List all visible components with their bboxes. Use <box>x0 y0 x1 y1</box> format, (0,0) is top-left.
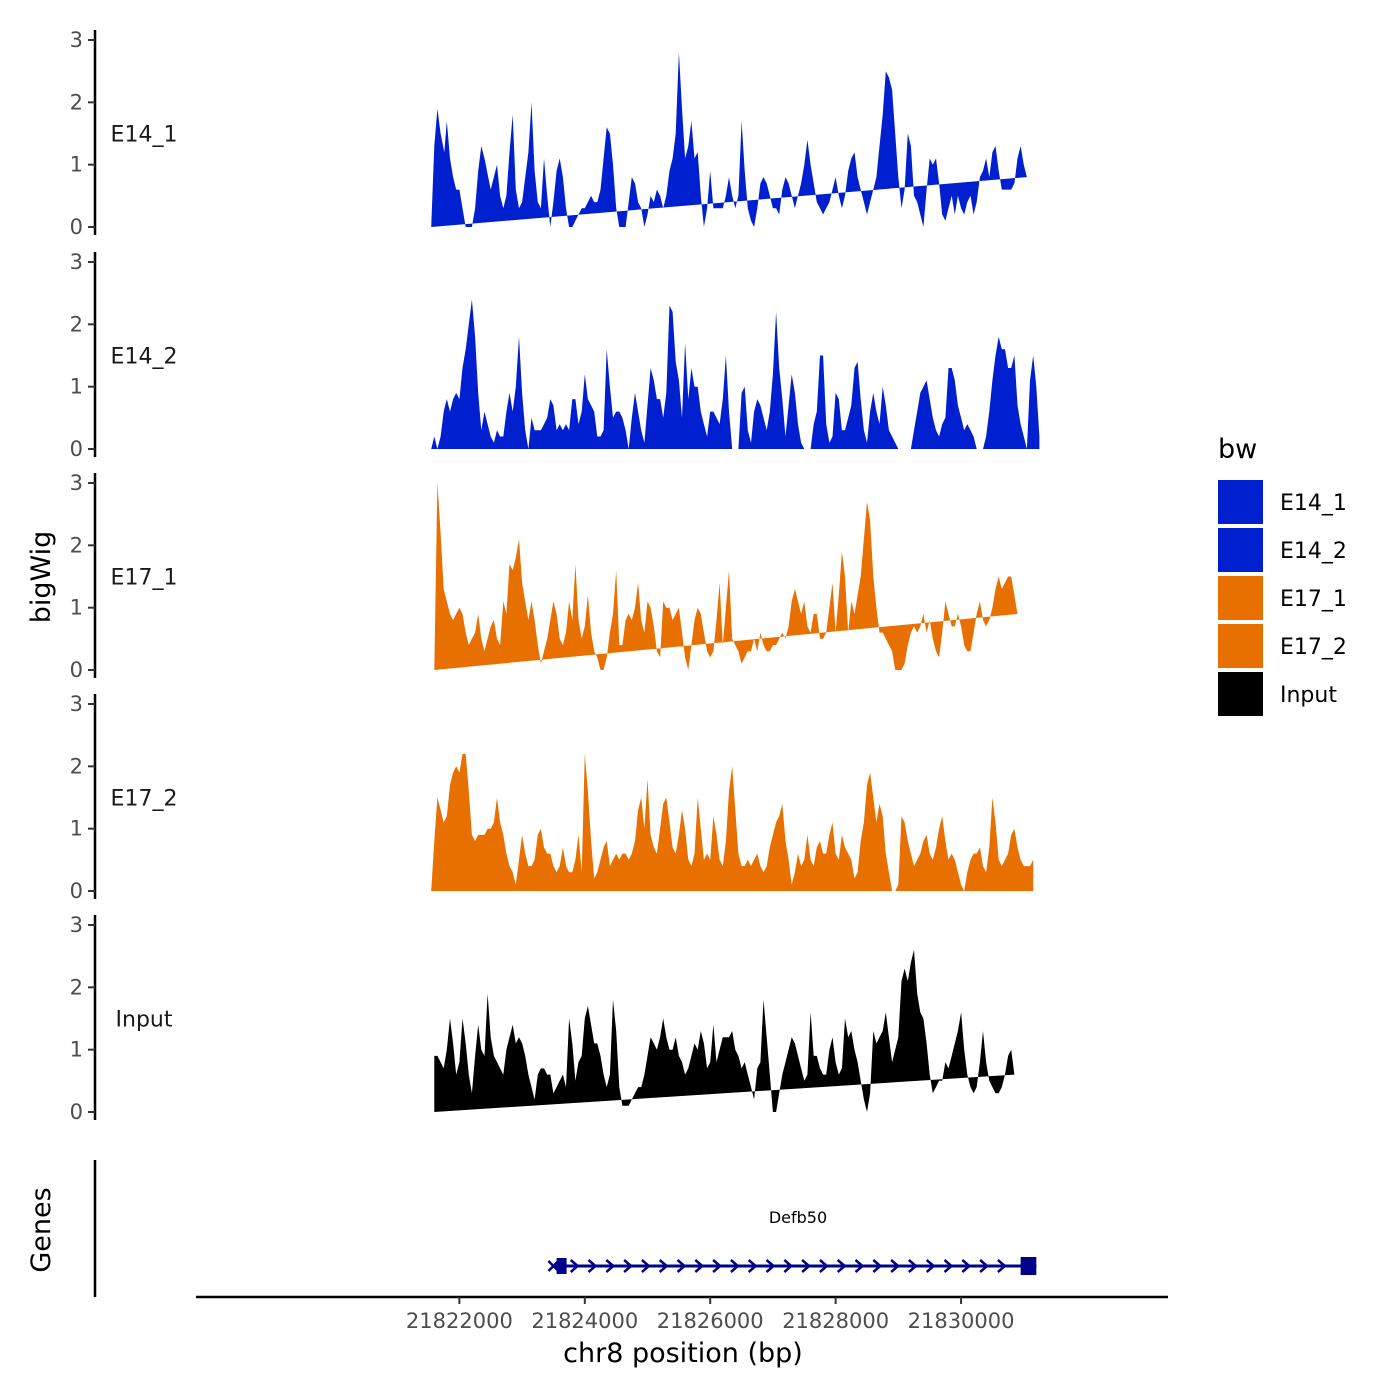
track-e14-2: 0 1 2 3 E14_2 <box>70 250 1040 461</box>
gene-exon <box>556 1258 567 1274</box>
legend-swatch-e17-1 <box>1218 576 1263 620</box>
y-tick-label: 0 <box>70 437 83 461</box>
y-tick-label: 3 <box>70 692 83 716</box>
legend-swatch-e14-1 <box>1218 480 1263 524</box>
x-axis: 21822000 21824000 21826000 21828000 21830000 <box>196 1295 1168 1333</box>
y-tick-label: 2 <box>70 533 83 557</box>
y-tick-label: 0 <box>70 215 83 239</box>
legend-label: E17_2 <box>1280 635 1347 660</box>
strand-arrow <box>943 1259 954 1273</box>
legend-title: bw <box>1218 434 1257 465</box>
strand-arrow <box>747 1259 758 1273</box>
legend-label: Input <box>1280 683 1337 708</box>
y-tick-label: 3 <box>70 250 83 274</box>
track-e14-1: 0 1 2 3 E14_1 <box>70 28 1027 239</box>
track-label: Input <box>116 1008 173 1033</box>
strand-arrow <box>872 1259 883 1273</box>
y-tick-label: 2 <box>70 312 83 336</box>
x-tick-label: 21828000 <box>782 1309 889 1333</box>
track-label: E17_1 <box>111 566 178 591</box>
strand-arrow <box>765 1259 776 1273</box>
y-tick-label: 0 <box>70 1100 83 1124</box>
strand-arrow <box>712 1259 723 1273</box>
strand-arrow <box>587 1259 598 1273</box>
track-input: 0 1 2 3 Input <box>70 913 1015 1124</box>
strand-arrow <box>890 1259 901 1273</box>
y-tick-label: 3 <box>70 28 83 52</box>
x-axis-title: chr8 position (bp) <box>563 1338 803 1369</box>
legend-swatch-e17-2 <box>1218 624 1263 668</box>
coverage-area-input <box>434 949 1015 1112</box>
strand-arrow <box>676 1259 687 1273</box>
strand-arrow <box>925 1259 936 1273</box>
strand-arrow <box>979 1259 990 1273</box>
strand-arrow <box>836 1259 847 1273</box>
x-tick-label: 21830000 <box>908 1309 1015 1333</box>
legend: bw E14_1 E14_2 E17_1 E17_2 Input <box>1218 434 1347 716</box>
coverage-area-e14-1 <box>431 52 1027 227</box>
gene-track: Defb50 <box>93 1160 1037 1297</box>
y-tick-label: 0 <box>70 879 83 903</box>
strand-arrow <box>623 1259 634 1273</box>
y-tick-label: 2 <box>70 754 83 778</box>
legend-label: E14_2 <box>1280 539 1347 564</box>
gene-name-label: Defb50 <box>769 1208 827 1227</box>
y-tick-label: 0 <box>70 658 83 682</box>
track-e17-1: 0 1 2 3 E17_1 <box>70 471 1018 682</box>
y-tick-label: 1 <box>70 1038 83 1062</box>
genes-axis-title: Genes <box>26 1187 57 1272</box>
coverage-area-e14-2 <box>431 299 1040 449</box>
coverage-area-e17-1 <box>434 483 1018 670</box>
y-tick-label: 1 <box>70 596 83 620</box>
strand-arrow <box>569 1259 580 1273</box>
strand-arrow <box>694 1259 705 1273</box>
y-tick-label: 2 <box>70 90 83 114</box>
track-label: E14_2 <box>111 345 178 370</box>
track-label: E14_1 <box>111 123 178 148</box>
coverage-area-e17-2 <box>431 753 1034 891</box>
legend-swatch-e14-2 <box>1218 528 1263 572</box>
coverage-tracks: 0 1 2 3 E14_1 0 1 2 3 E14_2 0 1 2 3 E17_1 0 1 2 3 E17_2 0 1 2 3… <box>70 28 1040 1124</box>
y-tick-label: 3 <box>70 471 83 495</box>
strand-arrow <box>819 1259 829 1273</box>
y-tick-label: 2 <box>70 975 83 999</box>
strand-arrow <box>997 1259 1007 1273</box>
y-tick-label: 1 <box>70 153 83 177</box>
strand-arrow <box>783 1259 794 1273</box>
strand-arrow <box>854 1259 865 1273</box>
y-tick-label: 1 <box>70 817 83 841</box>
strand-arrow <box>641 1259 651 1273</box>
x-tick-label: 21822000 <box>406 1309 513 1333</box>
legend-label: E17_1 <box>1280 587 1347 612</box>
legend-swatch-input <box>1218 672 1263 716</box>
x-tick-label: 21824000 <box>531 1309 638 1333</box>
x-tick-label: 21826000 <box>657 1309 764 1333</box>
strand-arrow <box>658 1259 669 1273</box>
track-e17-2: 0 1 2 3 E17_2 <box>70 692 1034 903</box>
strand-arrow <box>730 1259 740 1273</box>
strand-arrow <box>801 1259 812 1273</box>
track-label: E17_2 <box>111 787 178 812</box>
y-tick-label: 3 <box>70 913 83 937</box>
y-axis-title: bigWig <box>26 531 57 624</box>
strand-arrow <box>605 1259 616 1273</box>
gene-exon <box>1020 1257 1037 1275</box>
legend-label: E14_1 <box>1280 491 1347 516</box>
y-tick-label: 1 <box>70 375 83 399</box>
strand-arrow <box>908 1259 918 1273</box>
strand-arrow <box>961 1259 972 1273</box>
